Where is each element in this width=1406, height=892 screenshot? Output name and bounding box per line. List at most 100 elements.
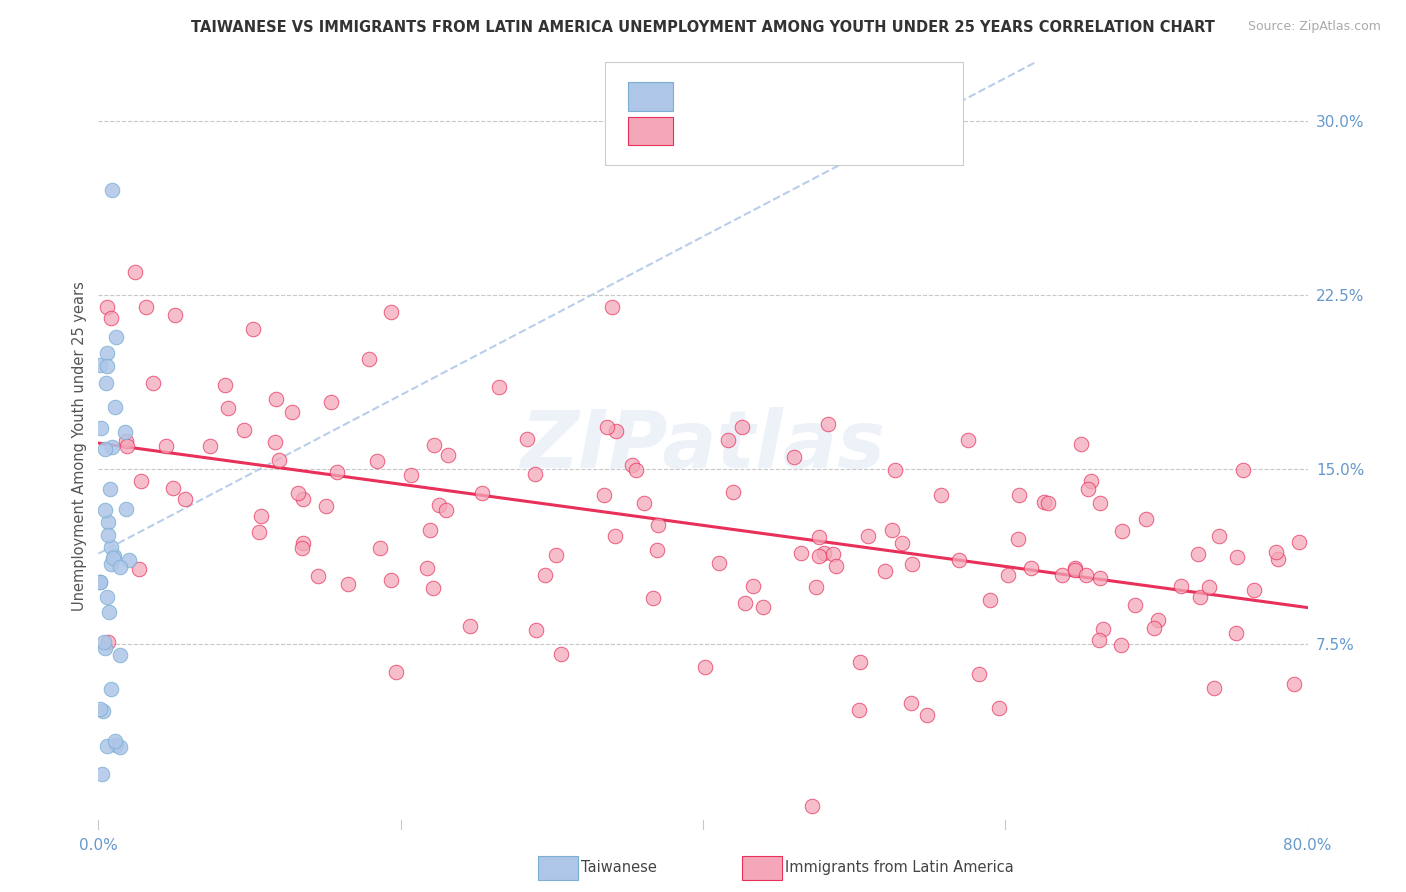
- Point: [321, 395, 343, 409]
- Point: [124, 265, 146, 279]
- Point: [96, 591, 118, 605]
- Point: [104, 329, 127, 343]
- Point: [165, 309, 187, 323]
- Point: [534, 567, 557, 582]
- Point: [1036, 496, 1059, 510]
- Point: [1198, 580, 1220, 594]
- Point: [595, 420, 617, 434]
- Point: [264, 392, 287, 406]
- Point: [1007, 532, 1029, 546]
- Point: [1064, 560, 1087, 574]
- Point: [1170, 579, 1192, 593]
- Point: [1080, 474, 1102, 488]
- Point: [422, 581, 444, 595]
- Point: [434, 502, 457, 516]
- Point: [437, 448, 460, 462]
- Point: [1147, 613, 1170, 627]
- Point: [734, 596, 756, 610]
- Point: [100, 540, 122, 554]
- Point: [269, 453, 291, 467]
- Point: [1008, 488, 1031, 502]
- Point: [948, 552, 970, 566]
- Point: [131, 474, 153, 488]
- Point: [101, 183, 124, 197]
- Point: [1019, 561, 1042, 575]
- Point: [97, 635, 120, 649]
- Point: [550, 647, 572, 661]
- Point: [96, 346, 118, 360]
- Point: [823, 547, 845, 561]
- Point: [291, 541, 314, 556]
- Point: [1187, 547, 1209, 561]
- Point: [291, 536, 314, 550]
- Text: 139: 139: [817, 124, 848, 138]
- Text: R =: R =: [685, 124, 716, 138]
- Point: [882, 523, 904, 537]
- Point: [873, 564, 896, 578]
- Point: [1232, 463, 1254, 477]
- Text: R =: R =: [685, 89, 716, 103]
- Point: [1288, 535, 1310, 549]
- Point: [516, 432, 538, 446]
- Point: [806, 580, 828, 594]
- Point: [100, 441, 122, 455]
- Point: [593, 488, 616, 502]
- Text: Source: ZipAtlas.com: Source: ZipAtlas.com: [1247, 20, 1381, 33]
- Text: Taiwanese: Taiwanese: [581, 860, 657, 874]
- Point: [979, 592, 1001, 607]
- Point: [94, 442, 117, 456]
- Point: [250, 508, 273, 523]
- Point: [117, 439, 139, 453]
- Point: [621, 458, 644, 472]
- Point: [1202, 681, 1225, 696]
- Point: [97, 528, 120, 542]
- Point: [807, 530, 830, 544]
- Point: [114, 425, 136, 439]
- Point: [247, 524, 270, 539]
- Point: [118, 553, 141, 567]
- Text: N =: N =: [780, 124, 823, 138]
- Point: [856, 529, 879, 543]
- Point: [752, 599, 775, 614]
- Point: [817, 417, 839, 431]
- Point: [94, 640, 117, 655]
- Point: [1267, 552, 1289, 566]
- Point: [359, 352, 381, 367]
- Point: [1188, 590, 1211, 604]
- Point: [605, 424, 627, 438]
- Point: [380, 305, 402, 319]
- Point: [988, 701, 1011, 715]
- Point: [1064, 563, 1087, 577]
- Point: [93, 635, 115, 649]
- Point: [233, 423, 256, 437]
- Point: [1033, 495, 1056, 509]
- Point: [198, 439, 221, 453]
- Point: [104, 400, 127, 414]
- Point: [89, 575, 111, 590]
- Point: [891, 535, 914, 549]
- Point: [141, 376, 163, 390]
- Point: [524, 623, 547, 637]
- Point: [957, 434, 980, 448]
- Point: [789, 546, 811, 560]
- Text: N =: N =: [780, 89, 823, 103]
- Point: [110, 739, 132, 754]
- Point: [366, 454, 388, 468]
- Point: [128, 561, 150, 575]
- Point: [603, 529, 626, 543]
- Point: [263, 434, 285, 449]
- Point: [782, 450, 804, 465]
- Point: [91, 766, 114, 780]
- Point: [96, 376, 118, 390]
- Point: [1077, 482, 1099, 496]
- Point: [135, 300, 157, 314]
- Text: 37: 37: [817, 89, 837, 103]
- Point: [100, 682, 122, 697]
- Point: [307, 569, 329, 583]
- Point: [848, 655, 870, 669]
- Point: [1087, 633, 1109, 648]
- Point: [848, 703, 870, 717]
- Point: [100, 557, 122, 571]
- Point: [281, 405, 304, 419]
- Point: [96, 301, 118, 315]
